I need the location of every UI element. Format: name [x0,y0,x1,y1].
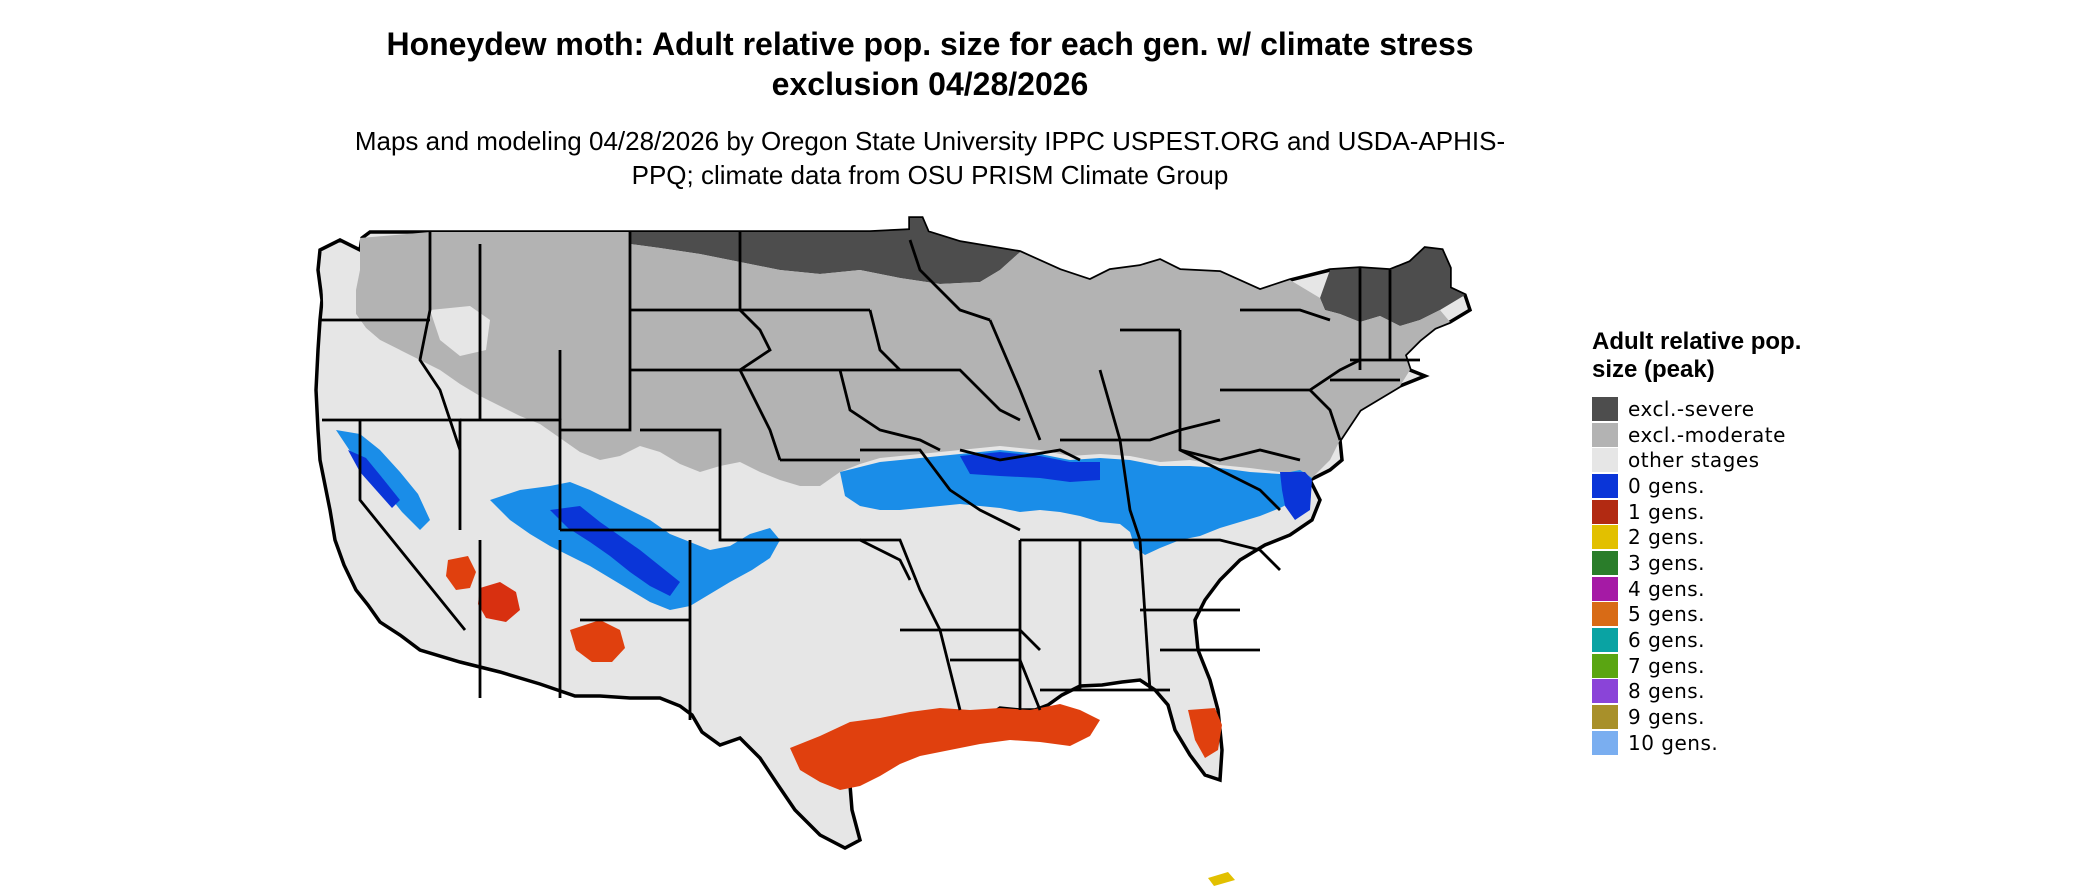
legend: Adult relative pop. size (peak) excl.-se… [1592,328,1832,756]
legend-label: 8 gens. [1628,679,1706,704]
legend-item: 7 gens. [1592,653,1832,679]
other-stages-idaho [430,306,490,356]
legend-item: excl.-moderate [1592,422,1832,448]
legend-swatch [1592,448,1618,473]
legend-swatch [1592,602,1618,627]
one-gen-arizona [570,620,625,662]
legend-item: 5 gens. [1592,602,1832,628]
legend-item: 4 gens. [1592,576,1832,602]
legend-label: 4 gens. [1628,576,1706,601]
state-boundaries [320,232,1420,720]
legend-item: 9 gens. [1592,704,1832,730]
legend-swatch [1592,653,1618,678]
legend-label: excl.-severe [1628,396,1755,421]
legend-swatch [1592,422,1618,447]
legend-swatch [1592,705,1618,730]
legend-item: 2 gens. [1592,524,1832,550]
zero-gens-band-east [840,450,1312,555]
legend-title: Adult relative pop. size (peak) [1592,328,1802,383]
legend-item: 1 gens. [1592,499,1832,525]
one-gen-socal [478,582,520,622]
legend-label: 7 gens. [1628,653,1706,678]
legend-swatch [1592,525,1618,550]
map-title: Honeydew moth: Adult relative pop. size … [386,26,1474,102]
other-stages-nw [322,270,410,370]
us-map [314,216,1473,886]
zero-gens-mid-atlantic [1280,472,1312,520]
legend-items: excl.-severe excl.-moderate other stages 0 … [1592,396,1832,756]
legend-swatch [1592,499,1618,524]
legend-label: 10 gens. [1628,730,1719,755]
legend-label: other stages [1628,448,1760,473]
one-gen-gulf [790,704,1100,790]
one-gen-florida [1188,708,1222,758]
legend-label: 6 gens. [1628,628,1706,653]
legend-swatch [1592,730,1618,755]
legend-label: 5 gens. [1628,602,1706,627]
legend-label: 2 gens. [1628,525,1706,550]
legend-swatch [1592,576,1618,601]
legend-swatch [1592,396,1618,421]
legend-swatch [1592,628,1618,653]
one-gen-ca-desert [446,556,476,590]
legend-item: other stages [1592,447,1832,473]
legend-label: 3 gens. [1628,550,1706,575]
legend-swatch [1592,473,1618,498]
legend-item: 6 gens. [1592,627,1832,653]
map-subtitle: Maps and modeling 04/28/2026 by Oregon S… [354,126,1506,190]
legend-swatch [1592,550,1618,575]
severe-north [630,218,1020,284]
legend-label: 9 gens. [1628,705,1706,730]
legend-label: excl.-moderate [1628,422,1786,447]
zero-gens-southwest-dark [550,506,680,596]
legend-item: excl.-severe [1592,396,1832,422]
legend-label: 0 gens. [1628,473,1706,498]
severe-northeast [1320,248,1465,326]
legend-item: 0 gens. [1592,473,1832,499]
legend-label: 1 gens. [1628,499,1706,524]
legend-item: 8 gens. [1592,679,1832,705]
legend-item: 10 gens. [1592,730,1832,756]
legend-swatch [1592,679,1618,704]
legend-item: 3 gens. [1592,550,1832,576]
two-gen-keys [1208,872,1235,886]
